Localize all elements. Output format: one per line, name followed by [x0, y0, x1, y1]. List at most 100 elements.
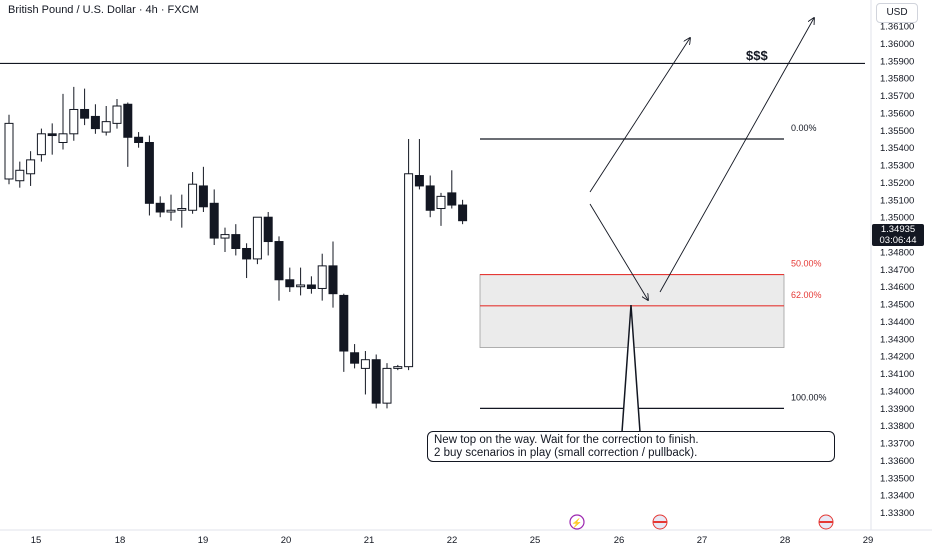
candle-body — [414, 175, 424, 187]
price-tick-label: 1.36000 — [880, 39, 914, 50]
candle-body — [242, 247, 252, 260]
price-tick-label: 1.35900 — [880, 56, 914, 67]
last-price-value: 1.34935 — [880, 224, 916, 235]
candle-body — [177, 208, 187, 211]
candle-body — [339, 294, 349, 352]
candle-body — [112, 105, 122, 124]
candle-body — [425, 185, 435, 211]
candle-body — [393, 366, 403, 369]
candle-body — [350, 352, 360, 364]
price-tick-label: 1.35600 — [880, 108, 914, 119]
candle-body — [69, 108, 79, 135]
candle-body — [404, 173, 414, 368]
price-tick-label: 1.34700 — [880, 265, 914, 276]
time-tick-label: 25 — [530, 535, 541, 546]
time-tick-label: 21 — [364, 535, 375, 546]
price-tick-label: 1.35500 — [880, 126, 914, 137]
candle-body — [198, 185, 208, 208]
price-tick-label: 1.33400 — [880, 491, 914, 502]
candle-body — [317, 265, 327, 289]
price-tick-label: 1.34300 — [880, 334, 914, 345]
price-tick-label: 1.34400 — [880, 317, 914, 328]
price-tick-label: 1.35200 — [880, 178, 914, 189]
lightning-glyph: ⚡ — [571, 517, 582, 529]
candle-body — [166, 209, 176, 213]
last-price-tag: 1.34935 03:06:44 — [872, 224, 924, 246]
time-tick-label: 27 — [697, 535, 708, 546]
candle-body — [458, 204, 468, 222]
candle-body — [90, 115, 100, 130]
price-tick-label: 1.34000 — [880, 386, 914, 397]
bar-countdown: 03:06:44 — [879, 234, 917, 246]
candle-body — [123, 103, 133, 138]
candle-body — [231, 234, 241, 249]
price-tick-label: 1.36100 — [880, 22, 914, 33]
time-tick-label: 29 — [863, 535, 874, 546]
currency-button[interactable]: USD — [876, 3, 918, 23]
price-tick-label: 1.35300 — [880, 161, 914, 172]
candle-body — [382, 367, 392, 404]
candle-body — [447, 192, 457, 206]
time-tick-label: 20 — [281, 535, 292, 546]
candle-body — [328, 265, 338, 295]
time-tick-label: 15 — [31, 535, 42, 546]
price-tick-label: 1.33600 — [880, 456, 914, 467]
candle-body — [263, 216, 273, 243]
candle-body — [58, 133, 68, 143]
price-tick-label: 1.34800 — [880, 247, 914, 258]
fib-level-label: 100.00% — [791, 392, 827, 402]
candle-body — [80, 108, 90, 119]
price-tick-label: 1.35100 — [880, 195, 914, 206]
price-tick-label: 1.35700 — [880, 91, 914, 102]
candle-body — [436, 195, 446, 210]
price-tick-label: 1.34600 — [880, 282, 914, 293]
candle-body — [188, 183, 198, 211]
event-markers: ⚡ — [569, 514, 834, 530]
note-line-1: New top on the way. Wait for the correct… — [434, 434, 699, 446]
price-tick-label: 1.34500 — [880, 300, 914, 311]
candle-body — [47, 133, 57, 137]
time-tick-label: 28 — [780, 535, 791, 546]
candle-body — [15, 169, 25, 182]
price-tick-label: 1.35800 — [880, 74, 914, 85]
time-tick-label: 26 — [614, 535, 625, 546]
candle-body — [306, 284, 316, 289]
time-tick-label: 18 — [115, 535, 126, 546]
note-line-2: 2 buy scenarios in play (small correctio… — [434, 447, 698, 459]
candle-body — [209, 202, 219, 239]
candle-body — [371, 359, 381, 404]
analysis-note[interactable]: New top on the way. Wait for the correct… — [427, 431, 835, 462]
price-tick-label: 1.33300 — [880, 508, 914, 519]
fib-level-label: 50.00% — [791, 259, 822, 269]
candle-body — [134, 136, 144, 143]
price-tick-label: 1.35400 — [880, 143, 914, 154]
scenario-arrow-2b — [659, 18, 814, 293]
fib-level-label: 0.00% — [791, 123, 817, 133]
price-tick-label: 1.35000 — [880, 213, 914, 224]
time-tick-label: 22 — [447, 535, 458, 546]
lightning-event-icon[interactable] — [569, 514, 585, 530]
candle-body — [101, 121, 111, 133]
scenario-arrow-2a — [589, 203, 648, 300]
price-tick-label: 1.33900 — [880, 404, 914, 415]
candle-body — [220, 234, 230, 239]
scenario-arrow-1 — [589, 38, 690, 193]
candle-body — [360, 359, 370, 369]
candle-body — [296, 284, 306, 288]
candle-body — [36, 133, 46, 156]
symbol-title[interactable]: British Pound / U.S. Dollar · 4h · FXCM — [8, 4, 199, 16]
candle-body — [4, 122, 14, 180]
price-tick-label: 1.33500 — [880, 473, 914, 484]
target-label: $$$ — [746, 48, 768, 63]
price-tick-label: 1.33700 — [880, 439, 914, 450]
candle-body — [285, 279, 295, 288]
candle-body — [26, 159, 36, 175]
fib-level-label: 62.00% — [791, 290, 822, 300]
price-tick-label: 1.34100 — [880, 369, 914, 380]
candle-body — [155, 202, 165, 213]
price-tick-label: 1.34200 — [880, 352, 914, 363]
candle-body — [252, 216, 262, 260]
candle-body — [274, 241, 284, 281]
